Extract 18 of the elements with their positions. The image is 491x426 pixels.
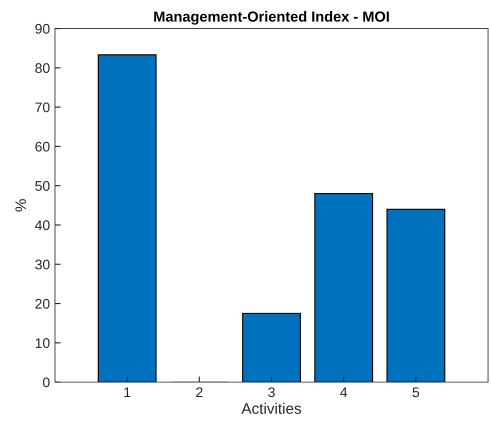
- y-tick-label: 80: [35, 63, 50, 73]
- y-tick-label: 20: [35, 298, 50, 309]
- x-tick-label: 5: [412, 387, 420, 398]
- y-tick-label: 60: [35, 142, 50, 152]
- y-tick-label: 10: [36, 338, 50, 348]
- y-tick-label: 40: [35, 220, 50, 230]
- x-tick-label: 2: [196, 387, 203, 398]
- y-tick-label: 0: [42, 377, 50, 388]
- x-tick-label: 4: [340, 387, 348, 398]
- x-axis-title: Activities: [241, 402, 302, 414]
- y-tick-label: 50: [35, 181, 50, 191]
- x-tick-label: 3: [268, 387, 275, 398]
- y-tick-label: 90: [35, 24, 50, 34]
- y-tick-label: 70: [35, 102, 50, 112]
- x-tick-label: 1: [124, 387, 130, 398]
- y-axis-title: %: [15, 199, 26, 212]
- chart-title: Management-Oriented Index - MOI: [154, 11, 389, 25]
- y-tick-label: 30: [35, 260, 50, 270]
